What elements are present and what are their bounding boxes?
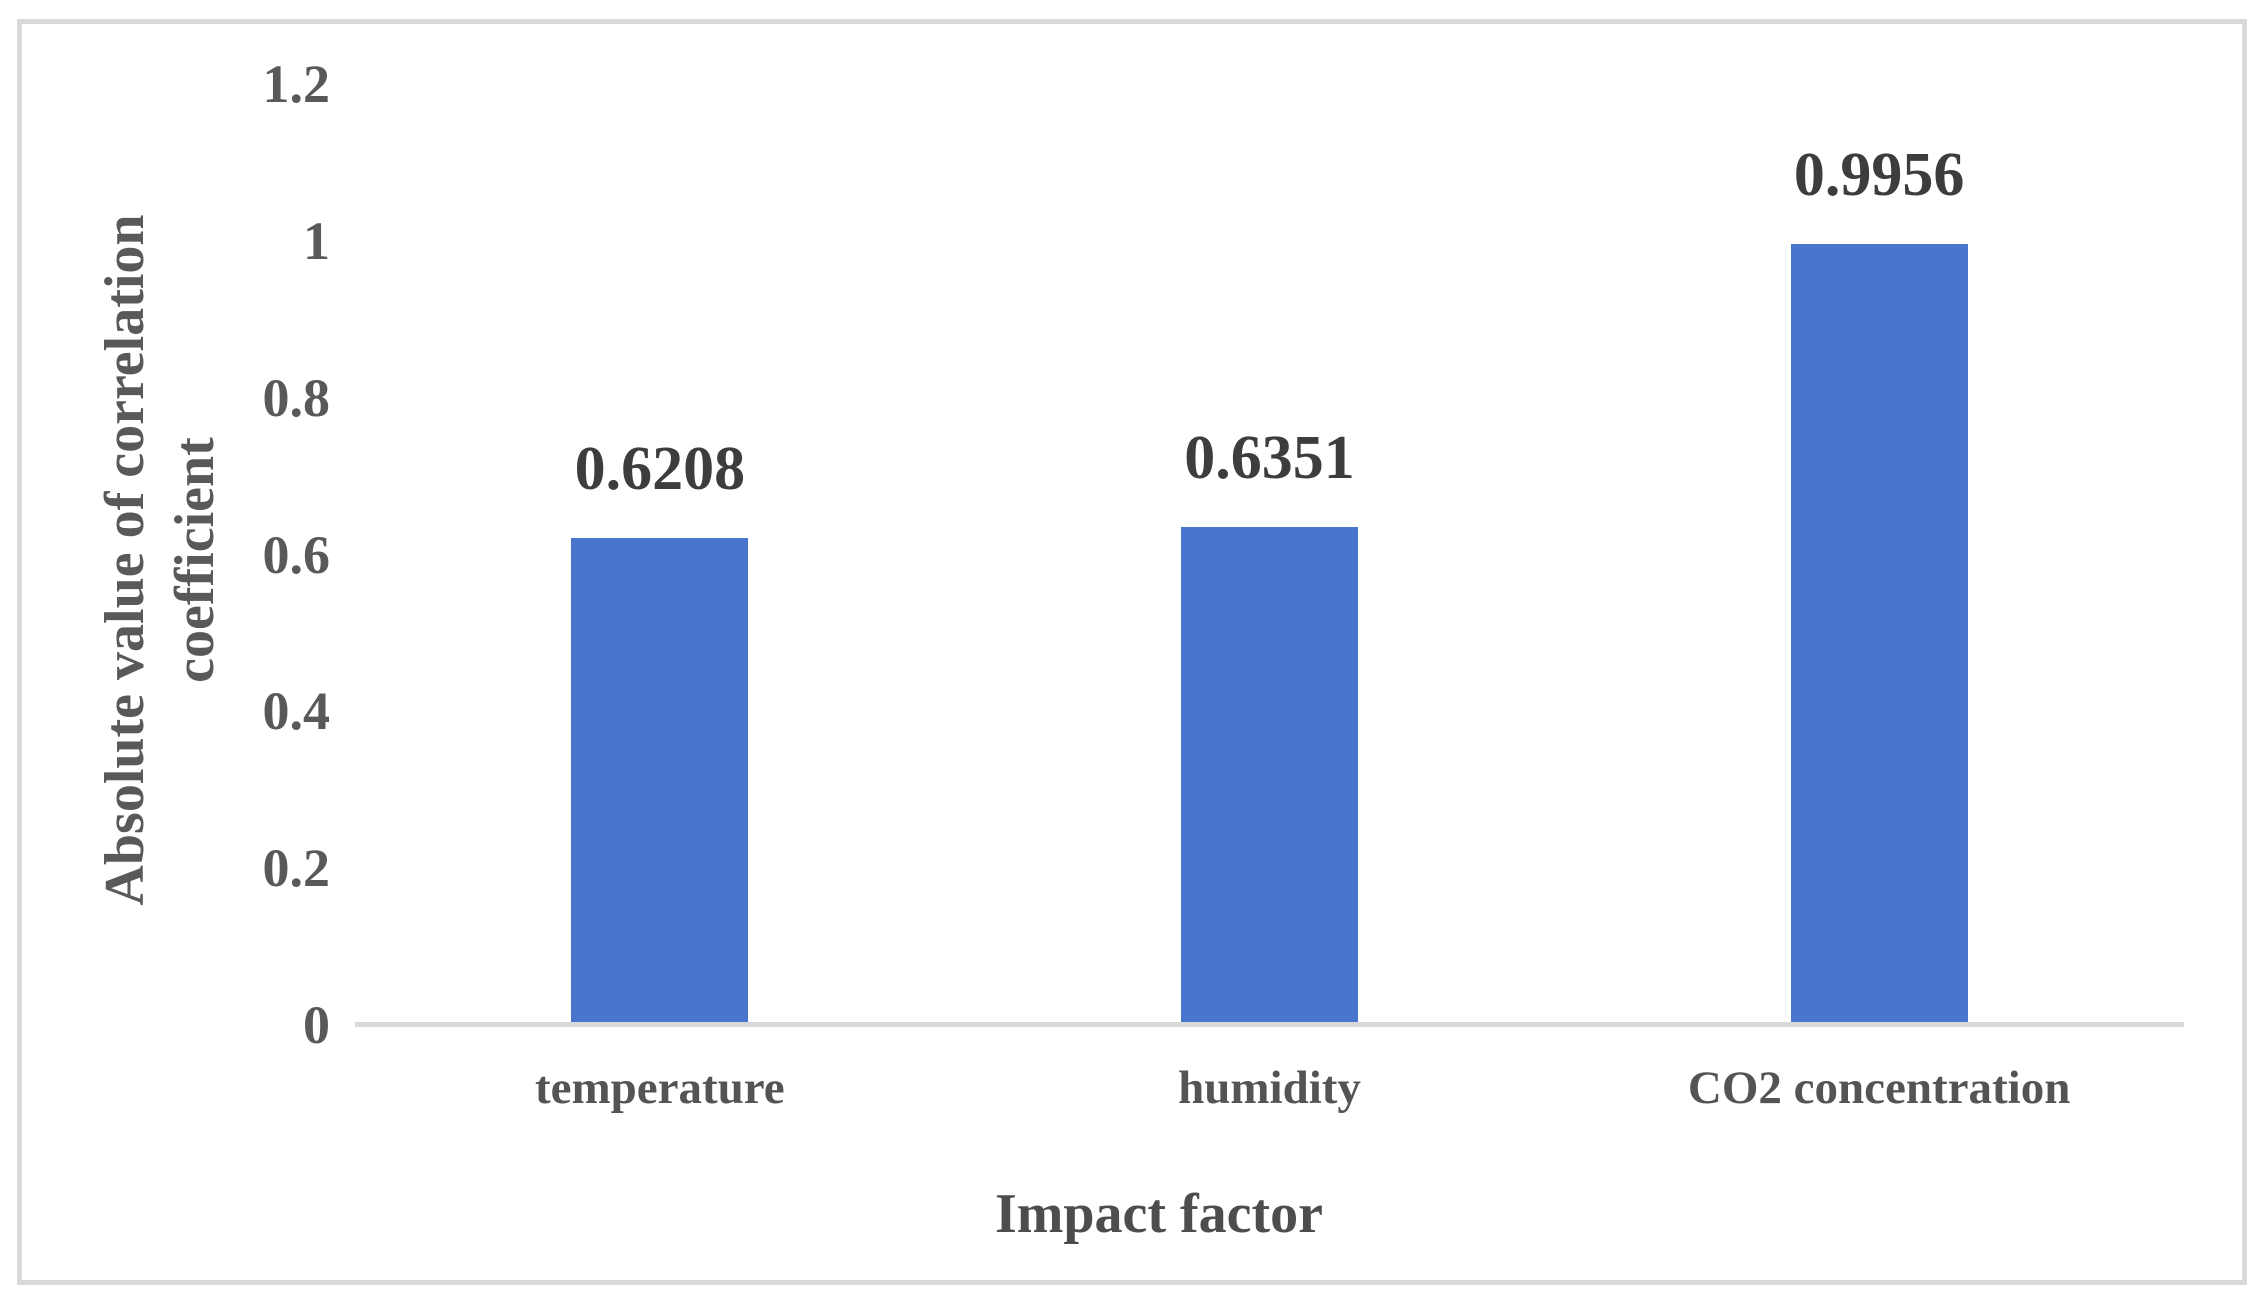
y-axis-tick-label-0: 0 (303, 995, 330, 1055)
y-axis-tick-label-0-8: 0.8 (262, 367, 331, 428)
y-axis-tick-label-1: 1 (303, 211, 330, 271)
bar-humidity (1181, 527, 1358, 1025)
bar-co2-concentration (1790, 244, 1968, 1025)
y-axis-tick-label-0-6: 0.6 (262, 524, 331, 585)
x-axis-title: Impact factor (994, 1183, 1324, 1245)
y-axis-tick-label-0-2: 0.2 (262, 838, 331, 899)
category-label-temperature: temperature (534, 1062, 785, 1114)
y-axis-tick-label-1-2: 1.2 (262, 54, 331, 115)
data-label-temperature: 0.6208 (574, 435, 746, 503)
bar-temperature (571, 538, 749, 1025)
category-label-co2-concentration: CO2 concentration (1687, 1062, 2071, 1114)
category-label-humidity: humidity (1178, 1062, 1361, 1114)
x-axis-line (355, 1022, 2184, 1027)
data-label-humidity: 0.6351 (1184, 424, 1355, 492)
y-axis-tick-label-0-4: 0.4 (262, 681, 331, 742)
data-label-co2-concentration: 0.9956 (1793, 141, 1965, 209)
